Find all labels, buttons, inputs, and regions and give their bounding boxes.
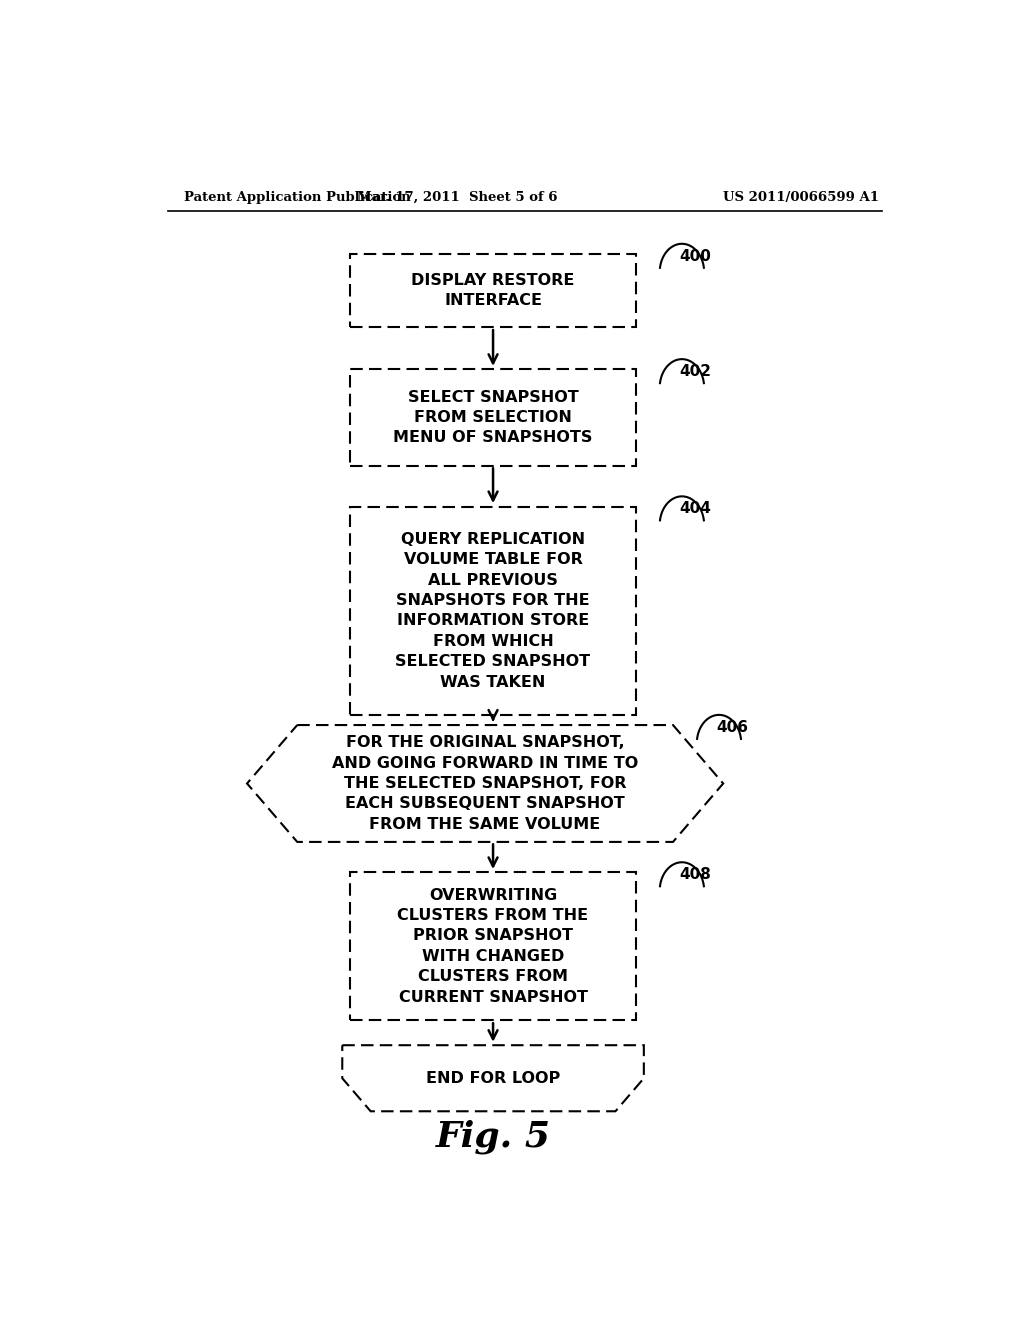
Text: OVERWRITING
CLUSTERS FROM THE
PRIOR SNAPSHOT
WITH CHANGED
CLUSTERS FROM
CURRENT : OVERWRITING CLUSTERS FROM THE PRIOR SNAP… xyxy=(397,887,589,1005)
Polygon shape xyxy=(342,1045,644,1111)
FancyBboxPatch shape xyxy=(350,873,636,1020)
Text: 400: 400 xyxy=(680,249,712,264)
Text: 402: 402 xyxy=(680,364,712,379)
Text: 408: 408 xyxy=(680,867,712,882)
Text: QUERY REPLICATION
VOLUME TABLE FOR
ALL PREVIOUS
SNAPSHOTS FOR THE
INFORMATION ST: QUERY REPLICATION VOLUME TABLE FOR ALL P… xyxy=(395,532,591,689)
Text: US 2011/0066599 A1: US 2011/0066599 A1 xyxy=(723,190,880,203)
Text: 406: 406 xyxy=(717,719,749,735)
Polygon shape xyxy=(247,725,723,842)
FancyBboxPatch shape xyxy=(350,253,636,327)
Text: Mar. 17, 2011  Sheet 5 of 6: Mar. 17, 2011 Sheet 5 of 6 xyxy=(357,190,558,203)
FancyBboxPatch shape xyxy=(350,370,636,466)
Text: FOR THE ORIGINAL SNAPSHOT,
AND GOING FORWARD IN TIME TO
THE SELECTED SNAPSHOT, F: FOR THE ORIGINAL SNAPSHOT, AND GOING FOR… xyxy=(332,735,638,832)
Text: SELECT SNAPSHOT
FROM SELECTION
MENU OF SNAPSHOTS: SELECT SNAPSHOT FROM SELECTION MENU OF S… xyxy=(393,389,593,445)
Text: DISPLAY RESTORE
INTERFACE: DISPLAY RESTORE INTERFACE xyxy=(412,273,574,309)
Text: 404: 404 xyxy=(680,502,712,516)
Text: Fig. 5: Fig. 5 xyxy=(435,1119,551,1155)
Text: Patent Application Publication: Patent Application Publication xyxy=(183,190,411,203)
FancyBboxPatch shape xyxy=(350,507,636,715)
Text: END FOR LOOP: END FOR LOOP xyxy=(426,1071,560,1086)
